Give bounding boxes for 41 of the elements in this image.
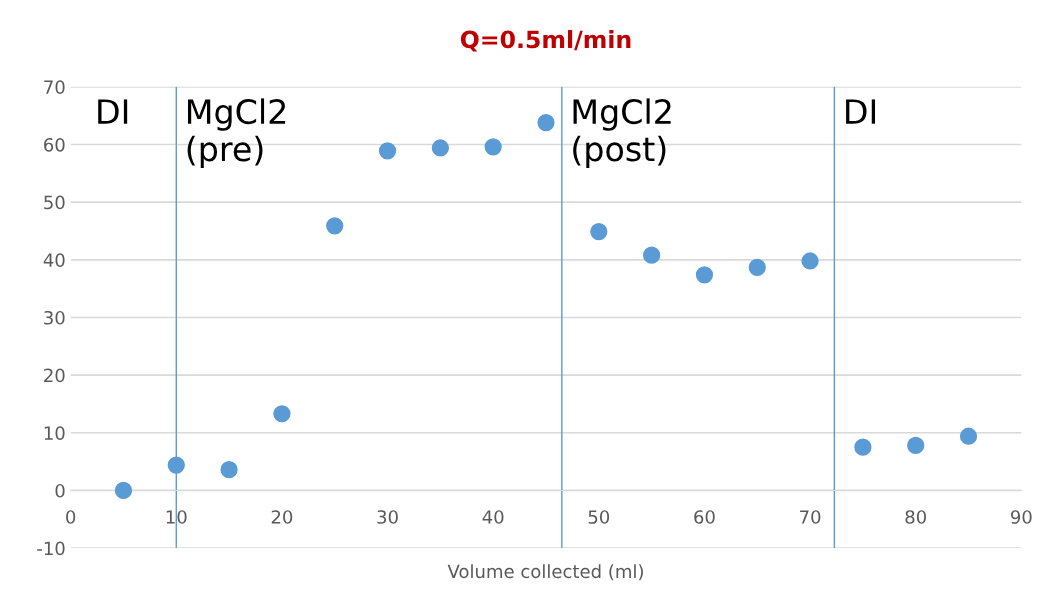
y-tick-label: 50 [44,195,65,210]
x-tick-label: 40 [482,510,504,524]
y-tick-label: 30 [44,310,65,325]
point [220,461,238,479]
point [537,113,555,132]
point [273,405,291,423]
x-tick-label: 30 [377,510,398,524]
point [590,222,608,241]
point [378,142,397,160]
point [907,436,925,455]
y-tick-label: -10 [37,541,65,556]
point [326,217,344,235]
x-tick-label: 90 [1010,510,1032,524]
point [959,427,978,445]
point [167,456,185,474]
y-tick-label: 0 [55,483,65,498]
x-tick-label: 60 [694,510,715,524]
point [801,252,819,270]
point [484,138,502,156]
y-tick-label: 70 [44,80,65,94]
point [114,481,133,500]
x-tick-label: 80 [905,510,926,524]
y-tick-label: 40 [43,253,65,267]
y-tick-label: 60 [44,137,65,152]
x-tick-label: 0 [66,510,76,524]
point [643,246,661,264]
annotation: DI [98,99,128,124]
x-tick-label: 70 [800,510,821,524]
point [695,266,714,284]
x-tick-label: 20 [271,510,293,524]
x-axis-title: Volume collected (ml) [447,564,643,581]
y-tick-label: 20 [44,368,65,383]
y-tick-label: 10 [44,426,65,440]
point [748,258,766,276]
chart-title: Q=0.5ml/min [460,30,631,52]
x-tick-label: 50 [588,510,610,524]
ref-line-label: MgCl2 (post) [573,98,671,168]
point [431,139,449,157]
point [854,438,872,456]
ref-line-label: MgCl2 (pre) [187,98,286,168]
ref-line-label: DI [846,99,876,124]
